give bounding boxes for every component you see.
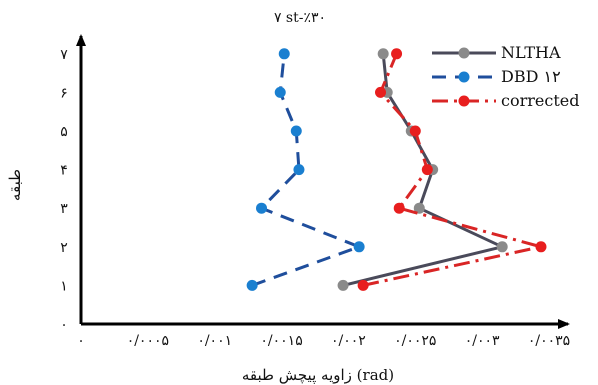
data-point (375, 86, 387, 98)
y-tick-label: ۰ (60, 317, 68, 333)
x-axis-title: زاویه پیچش طبقه (rad) (242, 366, 394, 384)
data-point (535, 241, 547, 253)
legend-item: DBD ۱۲ (432, 67, 561, 86)
series-line (251, 53, 361, 287)
x-tick-label: ۰ (77, 333, 85, 349)
data-point (290, 125, 302, 137)
y-tick-label: ۶ (60, 85, 68, 101)
data-point (391, 48, 403, 60)
data-point (278, 48, 290, 60)
y-tick-label: ۴ (60, 163, 68, 179)
data-point (256, 202, 268, 214)
legend-swatch-marker (458, 95, 470, 107)
x-tick-label: ۰/۰۰۱۵ (260, 333, 302, 349)
x-tick-label: ۰/۰۰۲۵ (394, 333, 436, 349)
data-point (393, 202, 405, 214)
data-point (377, 48, 389, 60)
data-point (409, 125, 421, 137)
data-point (413, 202, 425, 214)
legend-label: NLTHA (501, 43, 561, 62)
legend-swatch-marker (458, 47, 470, 59)
x-tick-label: ۰/۰۰۲ (331, 333, 366, 349)
data-point (337, 279, 349, 291)
data-point (293, 164, 305, 176)
x-tick-label: ۰/۰۰۳۵ (528, 333, 570, 349)
x-tick-labels: ۰ ۰/۰۰۰۵ ۰/۰۰۱ ۰/۰۰۱۵ ۰/۰۰۲ ۰/۰۰۲۵ ۰/۰۰۳ ۰/۰۰۳۵ (77, 333, 570, 349)
chart-title: ۷ st-٪۳۰ (274, 10, 326, 26)
y-tick-label: ۵ (60, 124, 68, 140)
series-2 (246, 48, 365, 291)
y-axis-title: طبقه (6, 169, 24, 201)
legend-item: NLTHA (432, 43, 561, 62)
x-tick-label: ۰/۰۰۱ (197, 333, 232, 349)
data-point (357, 279, 369, 291)
legend-swatch-marker (458, 71, 470, 83)
data-point (274, 86, 286, 98)
data-point (246, 279, 258, 291)
data-point (496, 241, 508, 253)
data-point (421, 164, 433, 176)
legend-label: DBD ۱۲ (501, 67, 561, 86)
y-tick-label: ۳ (60, 201, 68, 217)
y-tick-labels: ۰ ۱ ۲ ۳ ۴ ۵ ۶ ۷ (60, 47, 68, 333)
series-3 (357, 48, 547, 291)
data-point (353, 241, 365, 253)
x-tick-label: ۰/۰۰۳ (465, 333, 500, 349)
y-tick-label: ۱ (60, 278, 68, 294)
series-layer (246, 48, 547, 291)
x-tick-label: ۰/۰۰۰۵ (127, 333, 169, 349)
legend-item: corrected (432, 91, 579, 110)
y-tick-label: ۷ (60, 47, 68, 63)
legend-label: corrected (501, 91, 579, 110)
legend: NLTHA DBD ۱۲ corrected (432, 43, 579, 110)
y-tick-label: ۲ (60, 240, 68, 256)
